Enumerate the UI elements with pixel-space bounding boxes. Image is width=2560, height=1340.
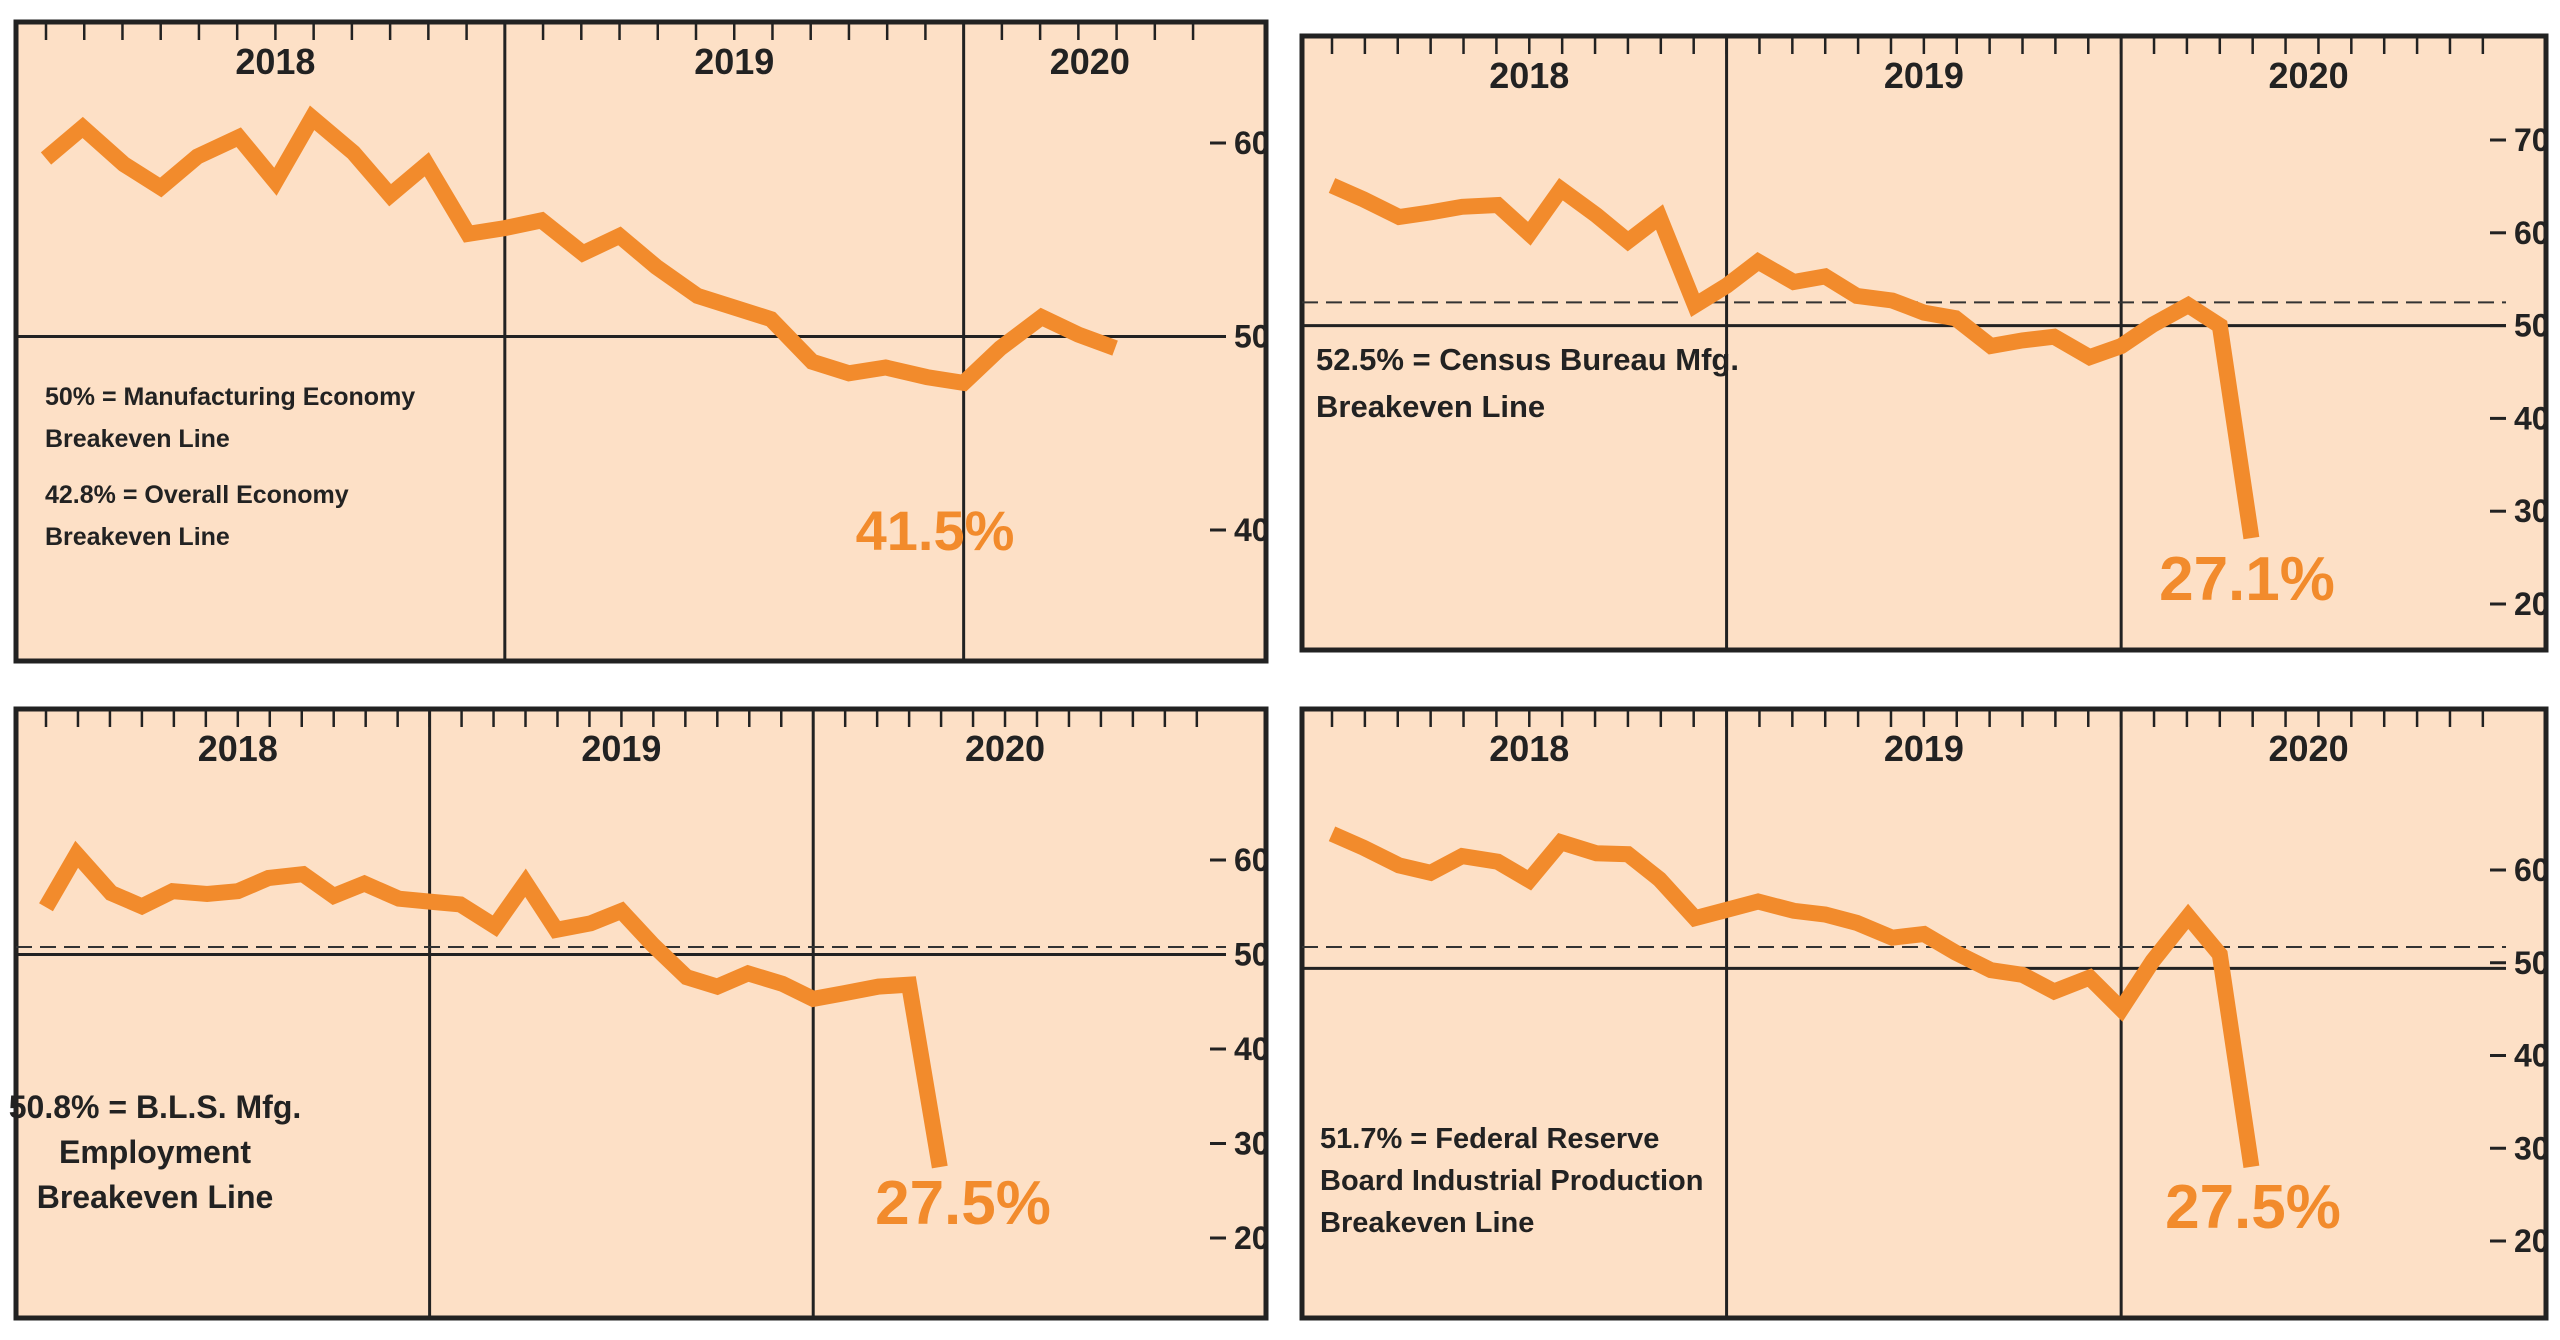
y-tick-label: 30	[1234, 1126, 1270, 1162]
breakeven-note: Breakeven Line	[1316, 389, 1545, 424]
y-tick-label: 50	[2514, 945, 2550, 981]
chart-panel-1: 2018 2019 2020 40 50 60 50% = Manufacturing Ec…	[13, 19, 1270, 664]
breakeven-note: Board Industrial Production	[1320, 1165, 1703, 1197]
breakeven-note: Breakeven Line	[45, 523, 230, 551]
value-callout: 41.5%	[856, 499, 1015, 562]
breakeven-note: 50% = Manufacturing Economy	[45, 383, 415, 411]
y-tick-label: 50	[2514, 308, 2550, 344]
y-tick-label: 40	[2514, 400, 2550, 436]
chart-frame	[1299, 706, 2549, 1321]
x-tick-label: 2018	[1489, 728, 1569, 769]
chart-frame	[13, 706, 1269, 1321]
y-tick-label: 40	[2514, 1038, 2550, 1074]
breakeven-note: Breakeven Line	[1320, 1207, 1534, 1239]
y-tick-label: 40	[1234, 512, 1270, 548]
x-tick-label: 2020	[1050, 41, 1130, 82]
x-tick-label: 2019	[1884, 55, 1964, 96]
y-tick-label: 30	[2514, 1130, 2550, 1166]
y-tick-label: 40	[1234, 1031, 1270, 1067]
y-tick-label: 30	[2514, 493, 2550, 529]
y-tick-label: 70	[2514, 122, 2550, 158]
x-tick-label: 2020	[2269, 728, 2349, 769]
value-callout: 27.1%	[2159, 545, 2335, 614]
breakeven-note: 50.8% = B.L.S. Mfg.	[9, 1089, 302, 1125]
y-tick-label: 20	[2514, 586, 2550, 622]
x-tick-label: 2018	[235, 41, 315, 82]
y-tick-label: 60	[2514, 852, 2550, 888]
y-tick-label: 50	[1234, 937, 1270, 973]
breakeven-note: Breakeven Line	[37, 1179, 274, 1215]
value-callout: 27.5%	[2165, 1173, 2341, 1242]
breakeven-note: 52.5% = Census Bureau Mfg.	[1316, 342, 1739, 377]
breakeven-note: 51.7% = Federal Reserve	[1320, 1123, 1659, 1155]
x-tick-label: 2019	[581, 728, 661, 769]
breakeven-note: Breakeven Line	[45, 425, 230, 453]
y-tick-label: 20	[1234, 1220, 1270, 1256]
chart-frame	[13, 19, 1269, 664]
x-tick-label: 2020	[965, 728, 1045, 769]
chart-frame	[1299, 33, 2549, 653]
breakeven-note: 42.8% = Overall Economy	[45, 481, 349, 509]
y-tick-label: 60	[1234, 842, 1270, 878]
x-tick-label: 2018	[1489, 55, 1569, 96]
breakeven-note: Employment	[59, 1134, 251, 1170]
y-tick-label: 60	[2514, 215, 2550, 251]
x-tick-label: 2018	[198, 728, 278, 769]
value-callout: 27.5%	[875, 1169, 1051, 1238]
x-tick-label: 2020	[2269, 55, 2349, 96]
x-tick-label: 2019	[694, 41, 774, 82]
y-tick-label: 20	[2514, 1223, 2550, 1259]
y-tick-label: 60	[1234, 125, 1270, 161]
x-tick-label: 2019	[1884, 728, 1964, 769]
y-tick-label: 50	[1234, 319, 1270, 355]
